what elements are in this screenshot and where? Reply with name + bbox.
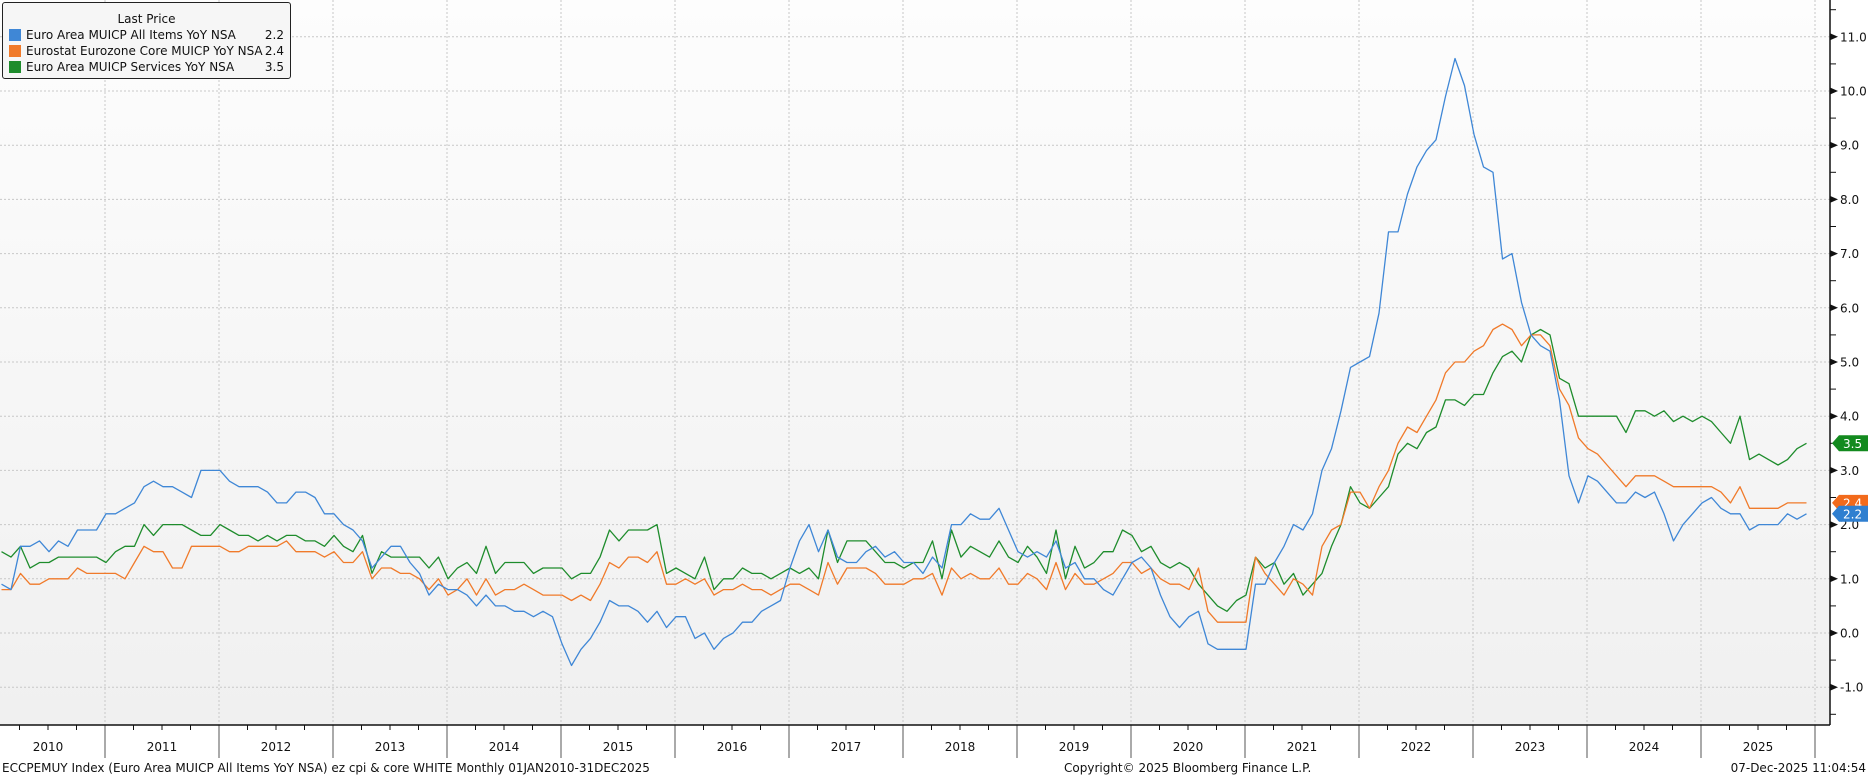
- last-value-tags: 3.52.42.2: [1832, 435, 1868, 522]
- legend-item-core: Eurostat Eurozone Core MUICP YoY NSA 2.4: [3, 43, 290, 59]
- legend-label: Euro Area MUICP All Items YoY NSA: [26, 28, 236, 42]
- y-tick-arrow: [1830, 521, 1838, 529]
- y-tick-label: 4.0: [1840, 410, 1859, 424]
- x-tick-label: 2012: [261, 740, 292, 754]
- legend-item-services: Euro Area MUICP Services YoY NSA 3.5: [3, 59, 290, 75]
- x-tick-label: 2016: [717, 740, 748, 754]
- series-all-items-tag-label: 2.2: [1843, 507, 1862, 521]
- legend-value: 2.2: [264, 28, 284, 42]
- y-tick-arrow: [1830, 466, 1838, 474]
- series-lines: [1, 57, 1807, 667]
- legend: Last Price Euro Area MUICP All Items YoY…: [2, 2, 291, 79]
- x-tick-label: 2018: [945, 740, 976, 754]
- x-tick-label: 2014: [489, 740, 520, 754]
- legend-swatch: [9, 45, 21, 57]
- y-tick-label: 9.0: [1840, 139, 1859, 153]
- y-tick-arrow: [1830, 412, 1838, 420]
- y-tick-arrow: [1830, 87, 1838, 95]
- x-tick-label: 2019: [1059, 740, 1090, 754]
- y-tick-arrow: [1830, 358, 1838, 366]
- legend-value: 3.5: [264, 60, 284, 74]
- x-tick-label: 2021: [1287, 740, 1318, 754]
- y-tick-label: 6.0: [1840, 301, 1859, 315]
- y-tick-label: 0.0: [1840, 627, 1859, 641]
- y-tick-label: -1.0: [1840, 681, 1863, 695]
- legend-label: Eurostat Eurozone Core MUICP YoY NSA: [26, 44, 263, 58]
- footer-security-info: ECCPEMUY Index (Euro Area MUICP All Item…: [2, 761, 650, 775]
- legend-title: Last Price: [117, 12, 176, 26]
- x-axis: 2010 2011 2012 2013 2014 2015 2016 2017 2018 2019…: [0, 724, 1830, 758]
- y-tick-arrow: [1830, 33, 1838, 41]
- series-core-line: [1, 323, 1807, 623]
- series-all-items-tag: [1832, 505, 1868, 522]
- y-tick-label: 11.0: [1840, 30, 1867, 44]
- y-tick-arrow: [1830, 304, 1838, 312]
- y-tick-label: 1.0: [1840, 572, 1859, 586]
- y-tick-arrow: [1830, 250, 1838, 258]
- footer-copyright: Copyright© 2025 Bloomberg Finance L.P.: [1064, 761, 1312, 775]
- series-services-tag: [1832, 435, 1868, 452]
- x-tick-label: 2025: [1743, 740, 1774, 754]
- series-services-tag-label: 3.5: [1843, 437, 1862, 451]
- x-tick-label: 2022: [1401, 740, 1432, 754]
- x-tick-label: 2015: [603, 740, 634, 754]
- gridlines: [0, 0, 1830, 725]
- y-tick-arrow: [1830, 575, 1838, 583]
- x-tick-label: 2024: [1629, 740, 1660, 754]
- x-tick-label: 2017: [831, 740, 862, 754]
- y-tick-label: 5.0: [1840, 356, 1859, 370]
- series-all-items-line: [1, 57, 1807, 667]
- y-tick-arrow: [1830, 141, 1838, 149]
- legend-swatch: [9, 29, 21, 41]
- y-tick-label: 7.0: [1840, 247, 1859, 261]
- y-tick-arrow: [1830, 683, 1838, 691]
- x-tick-label: 2011: [147, 740, 178, 754]
- x-tick-label: 2010: [33, 740, 64, 754]
- legend-value: 2.4: [264, 44, 284, 58]
- y-tick-label: 8.0: [1840, 193, 1859, 207]
- x-tick-label: 2020: [1173, 740, 1204, 754]
- y-tick-label: 10.0: [1840, 85, 1867, 99]
- x-tick-label: 2023: [1515, 740, 1546, 754]
- legend-swatch: [9, 61, 21, 73]
- y-axis: -1.00.01.02.03.04.05.06.07.08.09.010.011…: [1829, 0, 1867, 725]
- legend-item-all-items: Euro Area MUICP All Items YoY NSA 2.2: [3, 27, 290, 43]
- legend-label: Euro Area MUICP Services YoY NSA: [26, 60, 235, 74]
- footer-timestamp: 07-Dec-2025 11:04:54: [1730, 761, 1866, 775]
- y-tick-arrow: [1830, 629, 1838, 637]
- series-services-line: [1, 328, 1807, 612]
- y-tick-label: 3.0: [1840, 464, 1859, 478]
- y-tick-arrow: [1830, 195, 1838, 203]
- x-tick-label: 2013: [375, 740, 406, 754]
